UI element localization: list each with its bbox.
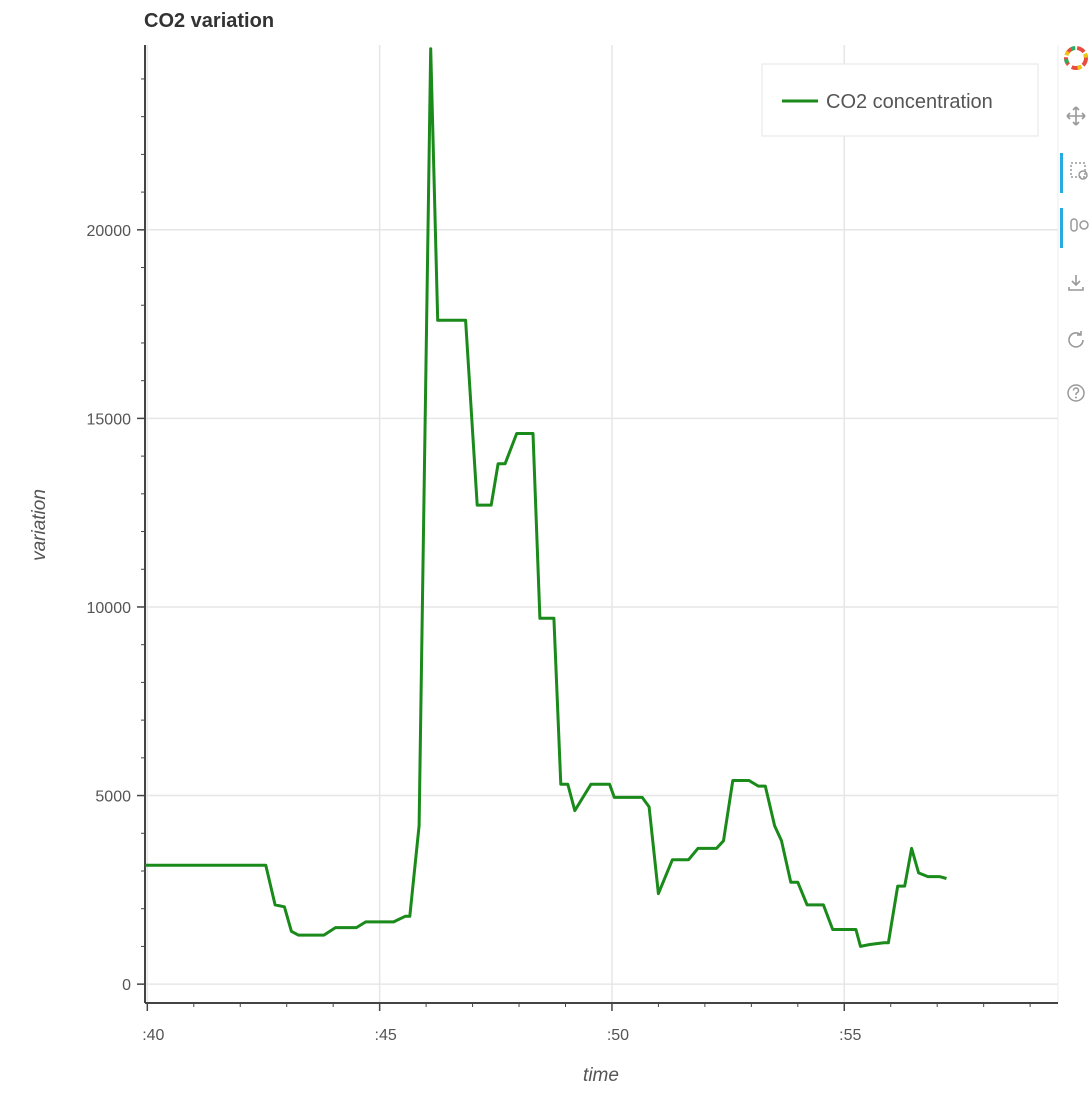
help-icon bbox=[1065, 382, 1087, 409]
axes: 0 5000 10000 15000 20000 :40 :45 :50 :55 bbox=[87, 45, 1058, 1044]
x-tick-label: :40 bbox=[142, 1027, 164, 1044]
y-tick-label: 15000 bbox=[87, 411, 132, 428]
grid bbox=[145, 45, 1059, 1003]
y-tick-label: 0 bbox=[122, 977, 131, 994]
x-tick-label: :50 bbox=[607, 1027, 629, 1044]
save-tool[interactable] bbox=[1060, 265, 1092, 305]
box-zoom-icon bbox=[1068, 160, 1090, 187]
bokeh-logo-tool[interactable] bbox=[1060, 40, 1092, 80]
x-tick-label: :55 bbox=[839, 1027, 861, 1044]
save-icon bbox=[1065, 272, 1087, 299]
chart-title: CO2 variation bbox=[144, 10, 275, 32]
series-layer bbox=[145, 47, 947, 948]
legend: CO2 concentration bbox=[761, 63, 1039, 137]
y-tick-label: 20000 bbox=[87, 223, 132, 240]
bokeh-logo-icon bbox=[1063, 45, 1089, 76]
x-tick-label: :45 bbox=[375, 1027, 397, 1044]
plot-area[interactable]: 0 5000 10000 15000 20000 :40 :45 :50 :55 CO2 con… bbox=[0, 0, 1060, 1106]
wheel-zoom-icon bbox=[1068, 215, 1090, 242]
help-tool[interactable] bbox=[1060, 375, 1092, 415]
pan-tool[interactable] bbox=[1060, 98, 1092, 138]
wheel-zoom-tool[interactable] bbox=[1060, 208, 1092, 248]
reset-icon bbox=[1065, 329, 1087, 356]
toolbar bbox=[1060, 40, 1092, 420]
y-tick-label: 5000 bbox=[95, 789, 131, 806]
y-tick-label: 10000 bbox=[87, 600, 132, 617]
legend-label: CO2 concentration bbox=[826, 91, 993, 113]
pan-icon bbox=[1065, 105, 1087, 132]
x-axis-title: time bbox=[583, 1065, 619, 1086]
box-zoom-tool[interactable] bbox=[1060, 153, 1092, 193]
y-axis-title: variation bbox=[29, 489, 50, 561]
reset-tool[interactable] bbox=[1060, 322, 1092, 362]
series-line-co2-concentration bbox=[145, 47, 947, 948]
